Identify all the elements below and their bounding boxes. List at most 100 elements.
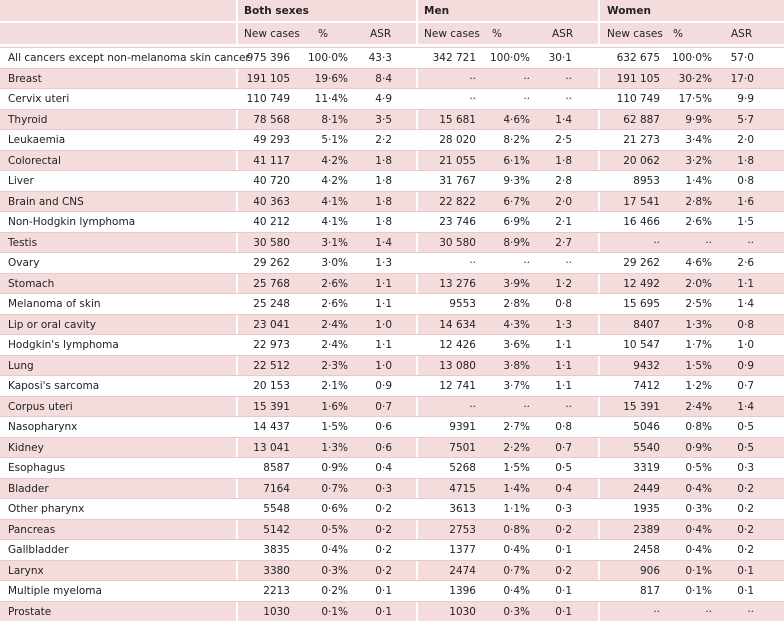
row-label: Liver [8,175,34,187]
table-cell: 110 749 [246,93,290,105]
column-separator [416,171,418,191]
table-cell: 0·9 [375,380,392,392]
table-cell: 3319 [633,462,660,474]
table-cell: 342 721 [432,52,476,64]
table-cell: 6·7% [503,195,530,208]
row-label: Testis [8,236,38,249]
row-label: Leukaemia [8,134,66,146]
table-cell: 1·8 [375,154,392,167]
table-cell: 1·3% [685,318,712,331]
table-cell: 2·8% [503,298,530,310]
row-label: Cervix uteri [8,93,70,105]
table-cell: 100·0% [307,52,348,64]
table-row: Other pharynx 5548 0·6% 0·2 3613 1·1% 0·3 1935 0… [0,498,784,519]
table-cell: 191 105 [246,72,290,85]
table-cell: 8407 [633,318,660,331]
table-cell: 0·1 [555,585,572,597]
table-cell: 2·2 [375,134,392,146]
table-cell: 14 437 [253,421,290,433]
table-cell: 12 492 [623,277,660,290]
table-cell: 28 020 [439,134,476,146]
column-header: % [492,28,502,40]
table-cell: 4·6% [503,113,530,126]
table-cell: 1·8 [375,195,392,208]
row-label: Colorectal [8,154,61,167]
table-cell: 0·6% [321,503,348,515]
table-cell: 3·4% [685,134,712,146]
column-header: ASR [552,28,574,40]
table-cell: 8587 [263,462,290,474]
table-cell: 0·2 [375,544,392,556]
table-cell: 8·9% [503,236,530,249]
column-separator [416,396,418,416]
table-cell: 8953 [633,175,660,187]
row-label: Esophagus [8,462,66,474]
group-header-row: Both sexes Men Women [0,0,784,21]
table-cell: 9432 [633,359,660,372]
table-cell: 2·0 [555,195,572,208]
table-row: Thyroid 78 568 8·1% 3·5 15 681 4·6% 1·4 62 887 9… [0,108,784,129]
table-cell: 0·1 [375,605,392,618]
column-separator [236,560,238,580]
table-cell: 2·1% [321,380,348,392]
table-cell: 5548 [263,503,290,515]
row-label: Kidney [8,441,44,454]
table-cell: 9553 [449,298,476,310]
column-separator [598,355,600,375]
column-separator [598,519,600,539]
column-separator [598,417,600,437]
column-header: New cases [244,28,300,40]
column-separator [416,68,418,88]
table-cell: 40 720 [253,175,290,187]
table-cell: 3·8% [503,359,530,372]
table-cell: 1·5% [503,462,530,474]
table-cell: 30·2% [678,72,712,85]
table-cell: 0·3% [321,564,348,577]
table-cell: 3·6% [503,339,530,351]
table-cell: 4·1% [321,216,348,228]
table-cell: 9·9 [737,93,754,105]
table-cell: 1·8 [375,175,392,187]
table-cell: 0·5 [737,441,754,454]
table-cell: 30 580 [439,236,476,249]
table-cell: 0·3 [737,462,754,474]
column-separator [598,89,600,109]
table-cell: 1·1 [737,277,754,290]
table-cell: 1·4 [555,113,572,126]
table-cell: 1·2% [685,380,712,392]
column-separator [236,212,238,232]
table-cell: 0·4 [555,482,572,495]
table-cell: 1·1 [555,380,572,392]
table-cell: 4715 [449,482,476,495]
table-cell: 22 822 [439,195,476,208]
table-cell: 2458 [633,544,660,556]
table-cell: 78 568 [253,113,290,126]
table-cell: 0·2 [737,503,754,515]
table-cell: 0·7 [555,441,572,454]
column-separator [598,130,600,150]
table-cell: 21 273 [623,134,660,146]
table-cell: 1·1 [375,298,392,310]
table-cell: 49 293 [253,134,290,146]
table-cell: 1·6% [321,400,348,413]
table-cell: 2·7 [555,236,572,249]
row-label: Lip or oral cavity [8,318,96,331]
column-separator [598,540,600,560]
table-cell: 0·8% [685,421,712,433]
column-separator [416,253,418,273]
row-label: Larynx [8,564,44,577]
table-row: Melanoma of skin 25 248 2·6% 1·1 9553 2·8% 0·8… [0,293,784,314]
table-cell: 1·1 [555,359,572,372]
table-cell: ·· [565,257,572,269]
table-cell: 3·9% [503,277,530,290]
table-cell: ·· [523,257,530,269]
table-cell: 0·2 [737,482,754,495]
table-cell: 0·2 [737,523,754,536]
table-cell: ·· [747,605,754,618]
table-cell: 12 741 [439,380,476,392]
table-cell: ·· [469,400,476,413]
row-label: Stomach [8,277,55,290]
table-cell: 0·9 [737,359,754,372]
column-separator [236,191,238,211]
